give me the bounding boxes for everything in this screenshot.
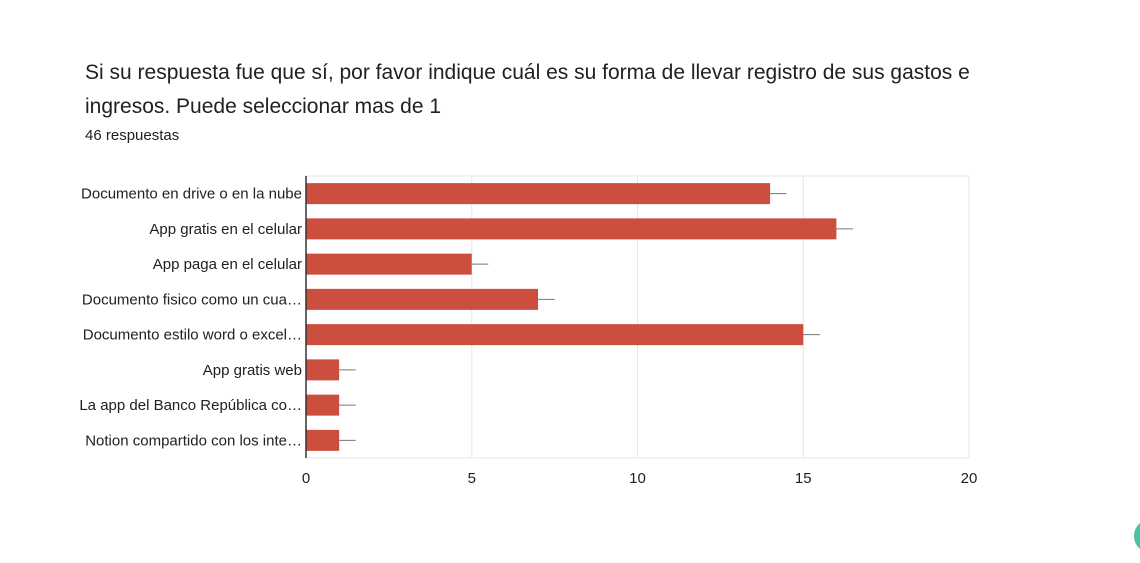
side-action-button[interactable] <box>1134 519 1140 553</box>
category-label: Notion compartido con los inte… <box>85 432 302 449</box>
response-count: 46 respuestas <box>85 127 180 144</box>
category-label: App paga en el celular <box>153 256 302 273</box>
x-tick-label: 20 <box>961 470 978 487</box>
bar <box>306 183 771 205</box>
category-label: Documento estilo word o excel… <box>83 327 302 344</box>
bar <box>306 429 340 451</box>
category-label: Documento en drive o en la nube <box>81 186 302 203</box>
bar <box>306 288 539 310</box>
bar <box>306 218 837 240</box>
bar <box>306 359 340 381</box>
category-label: App gratis en el celular <box>149 221 302 238</box>
bar <box>306 253 472 275</box>
bar <box>306 394 340 416</box>
bar <box>306 324 804 346</box>
question-title: Si su respuesta fue que sí, por favor in… <box>85 61 970 118</box>
category-label: App gratis web <box>203 362 302 379</box>
x-tick-label: 0 <box>302 470 310 487</box>
x-tick-label: 10 <box>629 470 646 487</box>
x-tick-label: 15 <box>795 470 812 487</box>
x-tick-label: 5 <box>468 470 476 487</box>
category-label: La app del Banco República co… <box>79 397 302 414</box>
category-label: Documento fisico como un cua… <box>82 291 302 308</box>
